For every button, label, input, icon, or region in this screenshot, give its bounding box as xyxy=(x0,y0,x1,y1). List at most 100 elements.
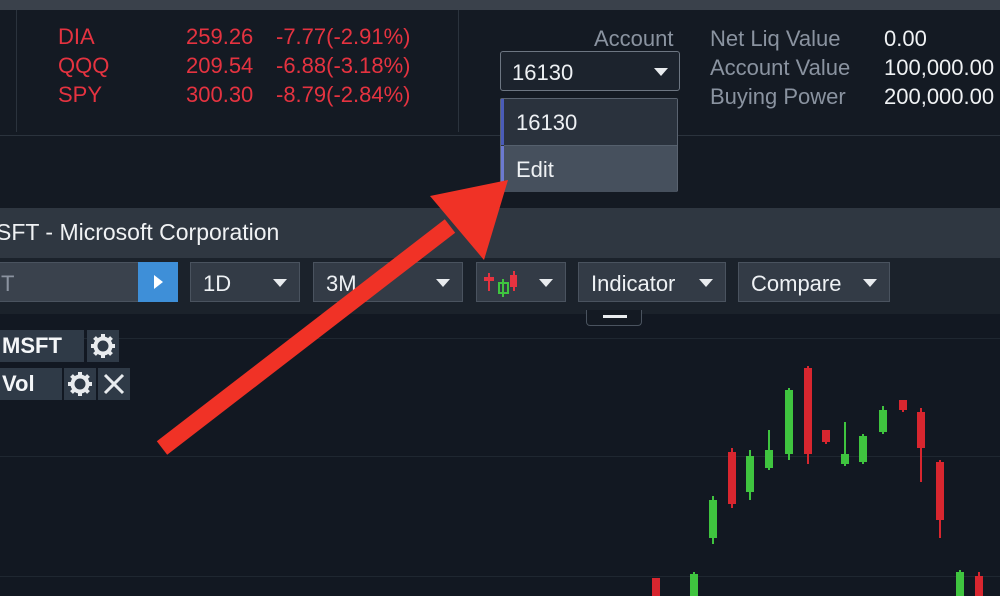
candle xyxy=(879,406,887,434)
ticker-symbol: SPY xyxy=(58,82,103,107)
gear-icon[interactable] xyxy=(87,330,119,362)
metric-value: 200,000.00 xyxy=(884,84,995,109)
range-value: 3M xyxy=(326,271,357,296)
price-chart[interactable]: MSFT Vol xyxy=(0,314,1000,596)
symbol-input[interactable]: T xyxy=(0,262,140,302)
indicator-label: Indicator xyxy=(591,271,676,296)
candle-body xyxy=(746,456,754,492)
play-triangle-icon xyxy=(154,275,163,289)
symbol-input-value: T xyxy=(1,271,15,296)
metric-label: Account Value xyxy=(710,55,851,80)
ticker-symbol: QQQ xyxy=(58,53,110,78)
candle-body xyxy=(956,572,964,596)
metric-value: 100,000.00 xyxy=(884,55,995,80)
chevron-down-icon xyxy=(654,68,668,76)
candle xyxy=(841,422,849,466)
candle xyxy=(709,496,717,544)
chart-title: SFT - Microsoft Corporation xyxy=(0,219,280,245)
candle-body xyxy=(804,368,812,454)
account-dropdown-menu: 16130 Edit xyxy=(500,98,678,192)
candle xyxy=(785,388,793,460)
divider xyxy=(16,10,17,132)
candle xyxy=(746,450,754,500)
chart-type-select[interactable] xyxy=(476,262,566,302)
ticker-change: -8.79(-2.84%) xyxy=(276,82,411,107)
candle-body xyxy=(899,400,907,410)
legend-msft[interactable]: MSFT xyxy=(0,330,84,362)
legend-label: MSFT xyxy=(2,333,62,358)
candlestick-series xyxy=(652,366,983,596)
candle-body xyxy=(728,452,736,504)
candle xyxy=(822,430,830,444)
candle xyxy=(804,366,812,464)
candle xyxy=(690,572,698,596)
account-select-value: 16130 xyxy=(512,60,574,85)
gear-icon[interactable] xyxy=(64,368,96,400)
legend-label: Vol xyxy=(2,371,35,396)
gridline xyxy=(0,338,1000,339)
account-metrics: Net Liq Value 0.00 Account Value 100,000… xyxy=(710,26,1000,113)
gear-icon-glyph xyxy=(68,372,92,396)
candle-body xyxy=(785,390,793,454)
ticker-price: 300.30 xyxy=(186,82,254,107)
chart-toolbar: T 1D 3M Indicator xyxy=(0,258,1000,314)
candle xyxy=(956,570,964,596)
dropdown-divider xyxy=(504,145,677,146)
ticker-change: -7.77(-2.91%) xyxy=(276,24,411,49)
candle-body xyxy=(841,454,849,464)
ticker-symbol: DIA xyxy=(58,24,95,49)
candle-body xyxy=(709,500,717,538)
candle xyxy=(765,430,773,470)
gridline xyxy=(0,456,1000,457)
interval-select[interactable]: 1D xyxy=(190,262,300,302)
compare-label: Compare xyxy=(751,271,842,296)
metric-buying-power: Buying Power 200,000.00 xyxy=(710,84,1000,113)
indicator-select[interactable]: Indicator xyxy=(578,262,726,302)
candle xyxy=(859,434,867,464)
window-top-strip xyxy=(0,0,1000,10)
candle-body xyxy=(917,412,925,448)
gear-icon-glyph xyxy=(91,334,115,358)
interval-value: 1D xyxy=(203,271,232,296)
close-icon[interactable] xyxy=(98,368,130,400)
metric-label: Buying Power xyxy=(710,84,846,109)
candle xyxy=(917,408,925,482)
chevron-down-icon xyxy=(436,279,450,287)
account-select[interactable]: 16130 xyxy=(500,51,680,91)
candlestick-icon xyxy=(484,271,517,297)
gridline xyxy=(0,576,1000,577)
candle-body xyxy=(765,450,773,468)
dropdown-option-edit[interactable]: Edit xyxy=(501,146,677,192)
candle-body xyxy=(879,410,887,432)
close-icon-glyph xyxy=(103,373,125,395)
candle xyxy=(936,460,944,538)
candle xyxy=(975,572,983,596)
chart-title-bar: SFT - Microsoft Corporation xyxy=(0,208,1000,258)
range-select[interactable]: 3M xyxy=(313,262,463,302)
dropdown-option-account[interactable]: 16130 xyxy=(501,99,677,145)
candle-body xyxy=(652,578,660,596)
candle-body xyxy=(936,462,944,520)
candle xyxy=(899,400,907,412)
candle xyxy=(728,448,736,508)
divider xyxy=(458,10,459,132)
metric-account-value: Account Value 100,000.00 xyxy=(710,55,1000,84)
chevron-down-icon xyxy=(699,279,713,287)
candle-body xyxy=(859,436,867,462)
metric-value: 0.00 xyxy=(884,26,927,51)
panel-resize-handle[interactable] xyxy=(586,310,642,326)
candle-body xyxy=(690,574,698,596)
ticker-price: 259.26 xyxy=(186,24,254,49)
ticker-change: -6.88(-3.18%) xyxy=(276,53,411,78)
account-label: Account xyxy=(594,26,674,51)
compare-select[interactable]: Compare xyxy=(738,262,890,302)
chevron-down-icon xyxy=(273,279,287,287)
ticker-price: 209.54 xyxy=(186,53,254,78)
candle-body xyxy=(975,576,983,596)
candle-body xyxy=(822,430,830,442)
legend-vol[interactable]: Vol xyxy=(0,368,62,400)
go-button[interactable] xyxy=(138,262,178,302)
chevron-down-icon xyxy=(539,279,553,287)
metric-net-liq: Net Liq Value 0.00 xyxy=(710,26,1000,55)
